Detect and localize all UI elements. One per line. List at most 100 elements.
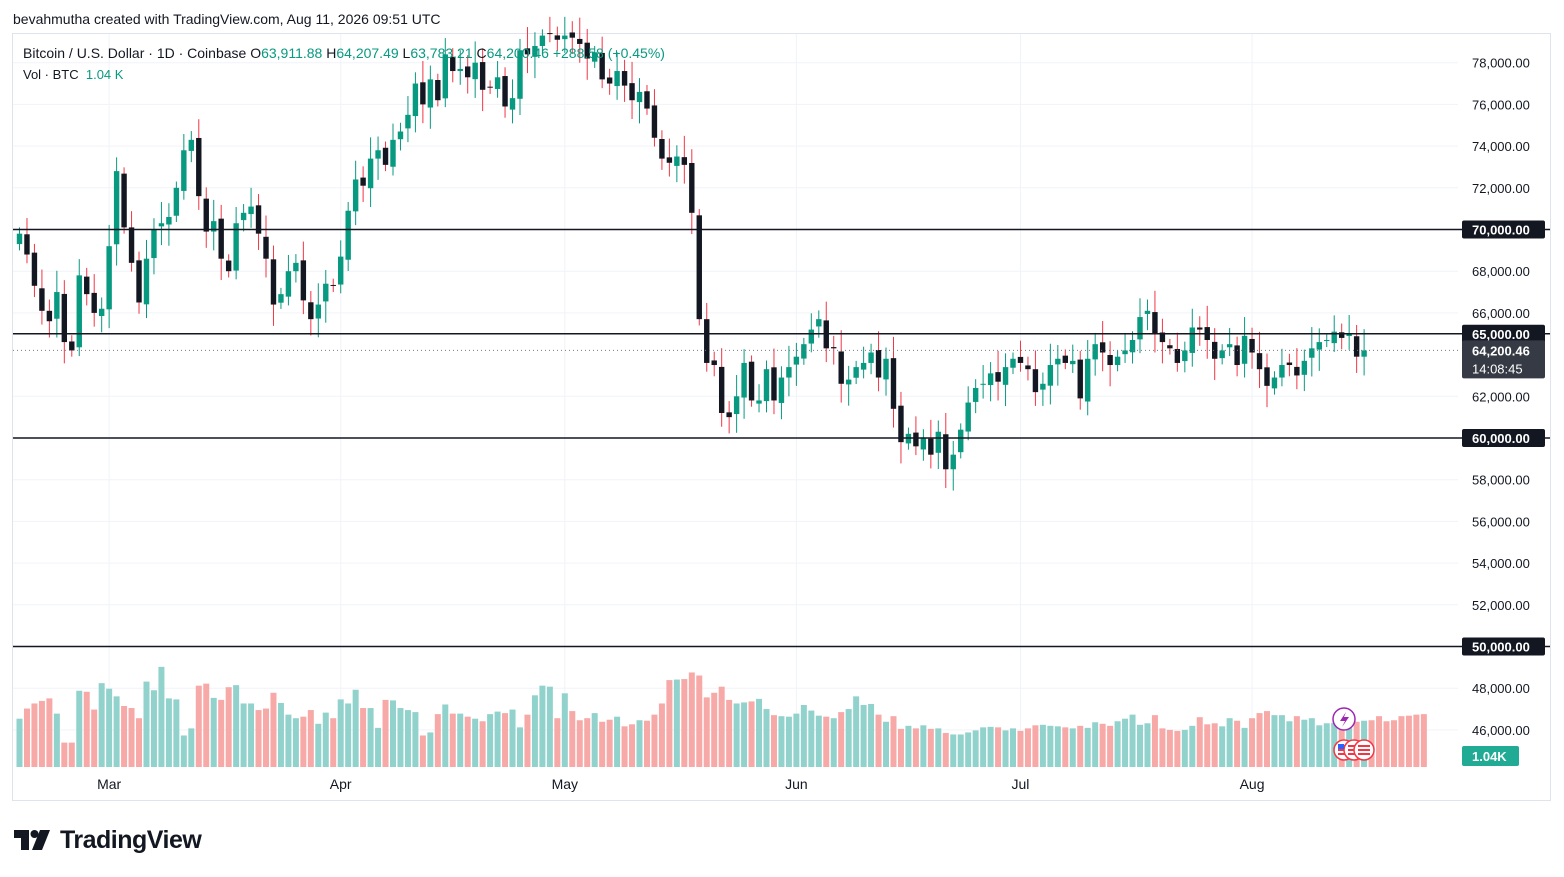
candle-body[interactable] <box>786 367 792 378</box>
candle-body[interactable] <box>487 86 493 88</box>
candle-body[interactable] <box>614 71 620 87</box>
candle-body[interactable] <box>1316 342 1322 350</box>
candle-body[interactable] <box>883 358 889 380</box>
candle-body[interactable] <box>718 366 725 413</box>
candle-body[interactable] <box>689 162 695 213</box>
candle-body[interactable] <box>1241 335 1248 364</box>
candle-body[interactable] <box>218 218 224 259</box>
candle-body[interactable] <box>1107 355 1113 366</box>
candle-body[interactable] <box>255 205 262 234</box>
candle-body[interactable] <box>106 246 112 310</box>
candle-body[interactable] <box>16 233 23 245</box>
candle-body[interactable] <box>479 62 486 90</box>
candle-body[interactable] <box>315 304 321 319</box>
candle-body[interactable] <box>935 431 942 453</box>
candle-body[interactable] <box>1353 336 1360 357</box>
candle-body[interactable] <box>136 260 142 303</box>
candle-body[interactable] <box>1234 345 1240 366</box>
candle-body[interactable] <box>98 308 105 317</box>
candle-body[interactable] <box>457 68 463 72</box>
candle-body[interactable] <box>674 156 680 166</box>
candle-body[interactable] <box>31 252 38 286</box>
candle-body[interactable] <box>1002 367 1009 385</box>
candle-body[interactable] <box>1137 317 1143 340</box>
candle-body[interactable] <box>1271 377 1278 389</box>
candle-body[interactable] <box>1032 369 1039 393</box>
candle-body[interactable] <box>1182 350 1188 362</box>
candle-body[interactable] <box>995 372 1001 382</box>
candle-body[interactable] <box>778 377 785 403</box>
candle-body[interactable] <box>756 400 762 404</box>
candle-body[interactable] <box>1294 366 1300 376</box>
candle-body[interactable] <box>263 236 269 259</box>
candle-body[interactable] <box>1152 312 1158 334</box>
candle-body[interactable] <box>69 341 75 351</box>
candle-body[interactable] <box>569 32 575 38</box>
candle-body[interactable] <box>1040 383 1046 390</box>
candle-body[interactable] <box>450 56 456 72</box>
candle-body[interactable] <box>360 177 366 186</box>
candle-body[interactable] <box>1085 358 1091 402</box>
candle-body[interactable] <box>188 139 195 151</box>
candle-body[interactable] <box>763 369 770 402</box>
candle-body[interactable] <box>248 206 254 215</box>
candle-body[interactable] <box>711 360 717 366</box>
candle-body[interactable] <box>196 137 202 197</box>
chart-frame[interactable] <box>12 33 1551 801</box>
candle-body[interactable] <box>517 50 523 99</box>
candle-body[interactable] <box>577 38 583 44</box>
candle-body[interactable] <box>1264 367 1270 386</box>
candle-body[interactable] <box>913 432 919 447</box>
candle-body[interactable] <box>1189 327 1195 353</box>
candle-body[interactable] <box>494 77 501 89</box>
brand-footer[interactable]: TradingView <box>14 826 202 854</box>
candle-body[interactable] <box>412 83 419 117</box>
candle-body[interactable] <box>143 258 150 305</box>
candle-body[interactable] <box>875 350 882 378</box>
candle-body[interactable] <box>46 310 53 322</box>
candle-body[interactable] <box>397 131 404 140</box>
candle-body[interactable] <box>181 150 187 191</box>
candle-body[interactable] <box>76 275 82 348</box>
candle-body[interactable] <box>1099 342 1106 353</box>
candle-body[interactable] <box>958 429 964 453</box>
candle-body[interactable] <box>1197 327 1203 330</box>
candle-body[interactable] <box>1114 356 1121 366</box>
candle-body[interactable] <box>1025 365 1031 370</box>
candle-body[interactable] <box>1159 332 1166 343</box>
candle-body[interactable] <box>741 362 747 398</box>
candle-body[interactable] <box>151 229 157 259</box>
candle-body[interactable] <box>330 284 336 286</box>
candle-body[interactable] <box>173 187 180 216</box>
candle-body[interactable] <box>621 71 628 86</box>
candle-body[interactable] <box>659 139 665 159</box>
candle-body[interactable] <box>1055 358 1061 365</box>
candle-body[interactable] <box>166 216 172 225</box>
candle-body[interactable] <box>1129 340 1136 353</box>
candle-body[interactable] <box>845 379 852 385</box>
candle-body[interactable] <box>128 227 135 263</box>
candle-body[interactable] <box>928 438 934 455</box>
candle-body[interactable] <box>681 157 688 165</box>
candle-body[interactable] <box>91 292 97 313</box>
candle-body[interactable] <box>1361 350 1367 357</box>
candle-body[interactable] <box>435 80 441 101</box>
candle-body[interactable] <box>472 62 478 80</box>
candle-body[interactable] <box>816 319 822 327</box>
candle-body[interactable] <box>121 173 127 228</box>
candle-body[interactable] <box>539 35 546 47</box>
candle-body[interactable] <box>532 46 538 57</box>
candle-body[interactable] <box>1338 332 1345 338</box>
candle-body[interactable] <box>704 319 710 363</box>
candle-body[interactable] <box>696 215 702 320</box>
candle-body[interactable] <box>308 302 314 320</box>
candle-body[interactable] <box>1346 333 1352 337</box>
candle-body[interactable] <box>943 434 949 470</box>
candle-body[interactable] <box>920 438 927 450</box>
candle-body[interactable] <box>1047 365 1054 386</box>
candle-body[interactable] <box>1010 358 1016 368</box>
candle-body[interactable] <box>562 35 568 40</box>
candle-body[interactable] <box>1249 338 1255 353</box>
candle-body[interactable] <box>890 358 897 409</box>
